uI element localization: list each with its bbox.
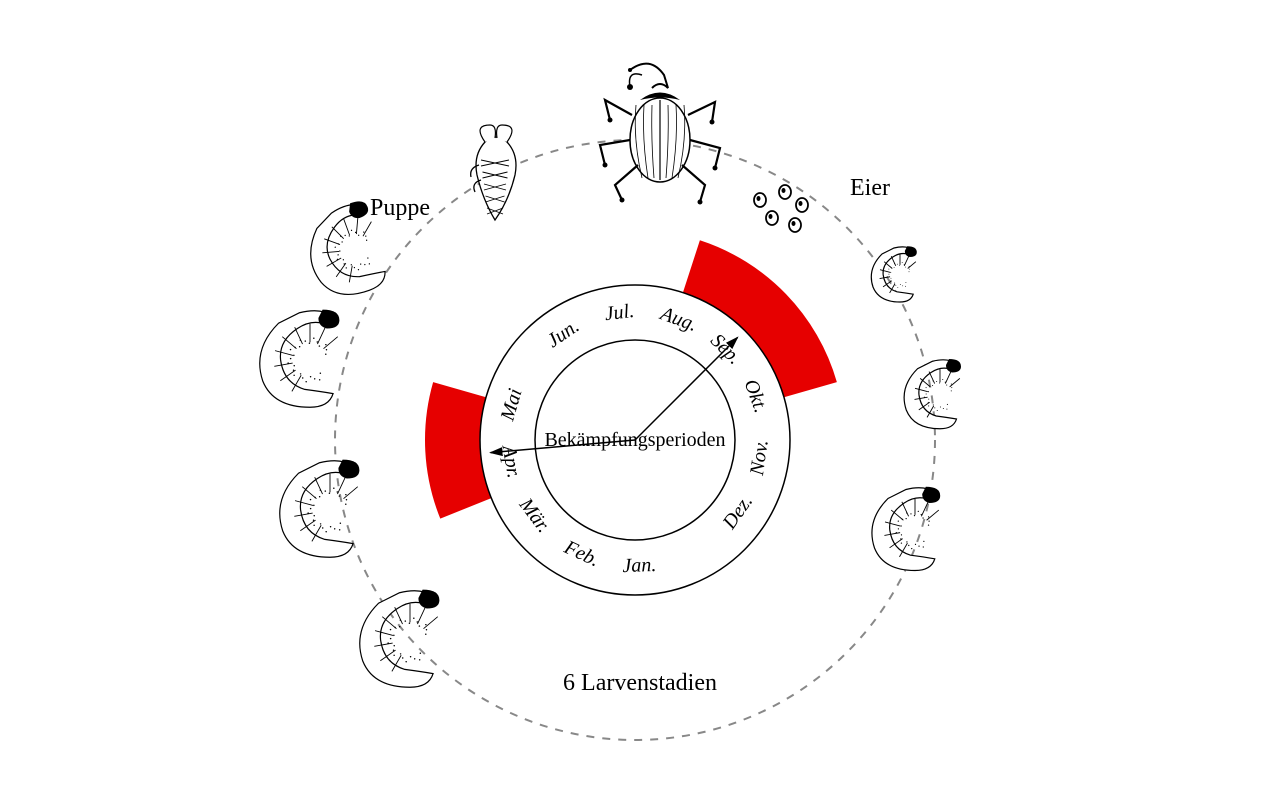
stage-label-larven: 6 Larvenstadien <box>563 670 717 696</box>
month-label: Jan. <box>622 554 657 577</box>
stage-label-eier: Eier <box>850 175 890 201</box>
stage-label-puppe: Puppe <box>370 195 430 221</box>
month-label: Jul. <box>603 300 635 325</box>
lifecycle-diagram: Jul.Aug.Sep.Okt.Nov.Dez.Jan.Feb.Mär.Apr.… <box>0 0 1271 800</box>
